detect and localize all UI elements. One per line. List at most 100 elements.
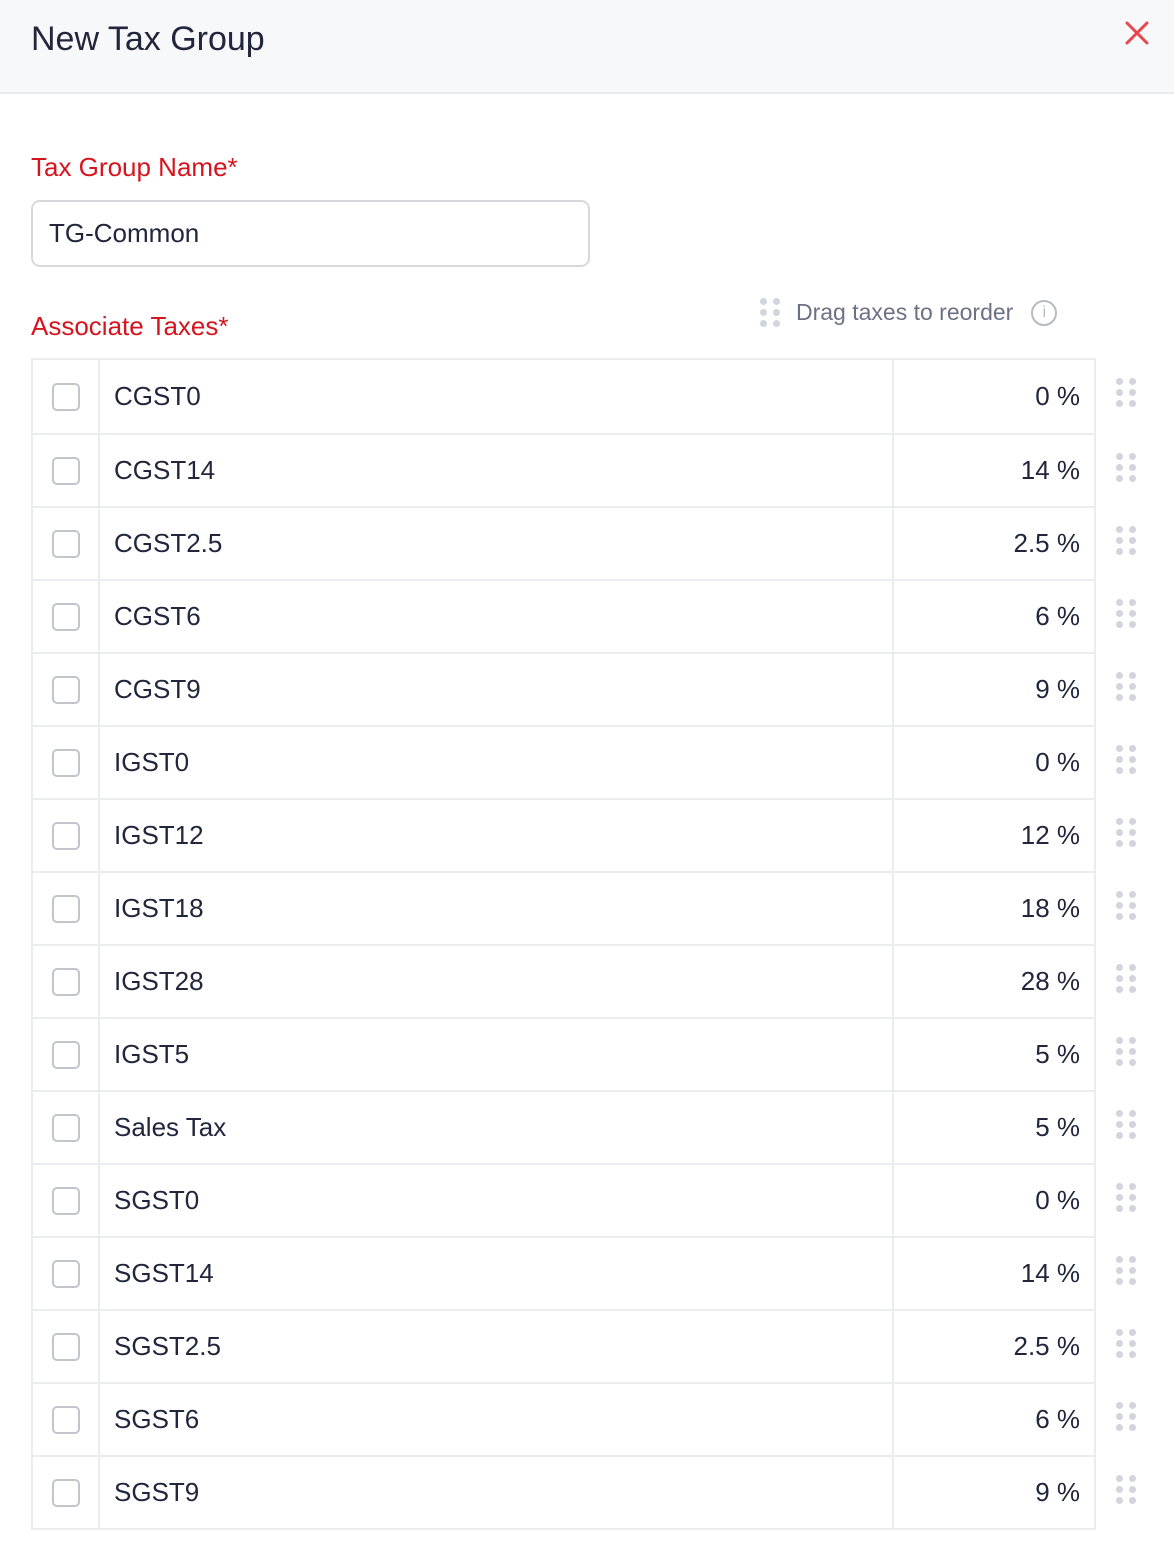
tax-rate: 12 %: [1020, 820, 1080, 850]
tax-name: Sales Tax: [100, 1092, 894, 1163]
table-row: CGST2.5 2.5 %: [33, 506, 1136, 579]
checkbox-cell: [33, 360, 100, 433]
tax-checkbox[interactable]: [51, 1259, 80, 1288]
tax-checkbox[interactable]: [51, 1040, 80, 1069]
drag-handle-icon[interactable]: [1116, 672, 1136, 701]
tax-name: SGST14: [100, 1238, 894, 1309]
table-row: IGST0 0 %: [33, 725, 1136, 798]
tax-rate: 14 %: [1020, 1258, 1080, 1288]
drag-handle-icon[interactable]: [1116, 378, 1136, 407]
tax-name: IGST28: [100, 946, 894, 1017]
drag-hint-text: Drag taxes to reorder: [796, 299, 1014, 325]
tax-checkbox[interactable]: [51, 1113, 80, 1142]
tax-name: IGST5: [100, 1019, 894, 1090]
tax-rate: 2.5 %: [1013, 1331, 1081, 1361]
tax-name: SGST6: [100, 1384, 894, 1455]
checkbox-cell: [33, 654, 100, 725]
tax-rate: 6 %: [1035, 601, 1080, 631]
tax-name: CGST2.5: [100, 508, 894, 579]
tax-rate: 5 %: [1035, 1039, 1080, 1069]
tax-checkbox[interactable]: [51, 967, 80, 996]
table-row: IGST5 5 %: [33, 1017, 1136, 1090]
checkbox-cell: [33, 1165, 100, 1236]
tax-name: IGST12: [100, 800, 894, 871]
tax-checkbox[interactable]: [51, 1186, 80, 1215]
tax-name: SGST9: [100, 1457, 894, 1528]
tax-checkbox[interactable]: [51, 1405, 80, 1434]
checkbox-cell: [33, 508, 100, 579]
drag-handle-icon[interactable]: [1116, 1256, 1136, 1285]
table-row: SGST0 0 %: [33, 1163, 1136, 1236]
table-row: SGST9 9 %: [33, 1455, 1136, 1528]
tax-checkbox[interactable]: [51, 748, 80, 777]
tax-name: SGST0: [100, 1165, 894, 1236]
drag-handle-icon[interactable]: [1116, 1475, 1136, 1504]
drag-handle-icon[interactable]: [1116, 599, 1136, 628]
drag-handle-icon: [760, 298, 780, 327]
tax-name: CGST9: [100, 654, 894, 725]
checkbox-cell: [33, 1019, 100, 1090]
table-row: IGST12 12 %: [33, 798, 1136, 871]
tax-checkbox[interactable]: [51, 529, 80, 558]
dialog-header: New Tax Group: [0, 0, 1174, 94]
tax-checkbox[interactable]: [51, 675, 80, 704]
tax-name: SGST2.5: [100, 1311, 894, 1382]
table-row: CGST0 0 %: [33, 360, 1136, 433]
tax-checkbox[interactable]: [51, 456, 80, 485]
checkbox-cell: [33, 873, 100, 944]
drag-handle-icon[interactable]: [1116, 1402, 1136, 1431]
table-row: SGST2.5 2.5 %: [33, 1309, 1136, 1382]
table-row: SGST6 6 %: [33, 1382, 1136, 1455]
checkbox-cell: [33, 435, 100, 506]
drag-handle-icon[interactable]: [1116, 745, 1136, 774]
associate-taxes-label: Associate Taxes*: [31, 311, 229, 341]
dialog-title: New Tax Group: [31, 20, 265, 58]
drag-handle-icon[interactable]: [1116, 818, 1136, 847]
drag-handle-icon[interactable]: [1116, 1329, 1136, 1358]
tax-checkbox[interactable]: [51, 894, 80, 923]
drag-handle-icon[interactable]: [1116, 964, 1136, 993]
checkbox-cell: [33, 727, 100, 798]
tax-checkbox[interactable]: [51, 602, 80, 631]
table-row: CGST6 6 %: [33, 579, 1136, 652]
tax-name: CGST0: [100, 360, 894, 433]
tax-rate: 9 %: [1035, 674, 1080, 704]
checkbox-cell: [33, 1238, 100, 1309]
tax-rate: 5 %: [1035, 1112, 1080, 1142]
taxes-table: CGST0 0 % CGST14 14 % CGST2.5 2.5 % CGST…: [31, 358, 1136, 1530]
tax-checkbox[interactable]: [51, 382, 80, 411]
drag-handle-icon[interactable]: [1116, 526, 1136, 555]
close-icon[interactable]: [1124, 20, 1150, 46]
checkbox-cell: [33, 581, 100, 652]
tax-checkbox[interactable]: [51, 1478, 80, 1507]
table-row: IGST18 18 %: [33, 871, 1136, 944]
tax-rate: 0 %: [1035, 381, 1080, 411]
table-row: CGST9 9 %: [33, 652, 1136, 725]
table-row: SGST14 14 %: [33, 1236, 1136, 1309]
table-row: Sales Tax 5 %: [33, 1090, 1136, 1163]
tax-checkbox[interactable]: [51, 1332, 80, 1361]
checkbox-cell: [33, 1092, 100, 1163]
table-row: IGST28 28 %: [33, 944, 1136, 1017]
table-row: CGST14 14 %: [33, 433, 1136, 506]
drag-handle-icon[interactable]: [1116, 891, 1136, 920]
checkbox-cell: [33, 1384, 100, 1455]
tax-name: IGST0: [100, 727, 894, 798]
tax-group-name-input[interactable]: [31, 200, 590, 267]
drag-handle-icon[interactable]: [1116, 1037, 1136, 1066]
checkbox-cell: [33, 1457, 100, 1528]
tax-rate: 2.5 %: [1013, 528, 1081, 558]
drag-hint: Drag taxes to reorder i: [760, 298, 1058, 327]
tax-checkbox[interactable]: [51, 821, 80, 850]
info-icon[interactable]: i: [1031, 299, 1058, 326]
checkbox-cell: [33, 1311, 100, 1382]
tax-name: CGST6: [100, 581, 894, 652]
tax-name: CGST14: [100, 435, 894, 506]
drag-handle-icon[interactable]: [1116, 1183, 1136, 1212]
tax-name: IGST18: [100, 873, 894, 944]
tax-rate: 6 %: [1035, 1404, 1080, 1434]
drag-handle-icon[interactable]: [1116, 1110, 1136, 1139]
tax-rate: 14 %: [1020, 455, 1080, 485]
drag-handle-icon[interactable]: [1116, 453, 1136, 482]
tax-rate: 0 %: [1035, 747, 1080, 777]
